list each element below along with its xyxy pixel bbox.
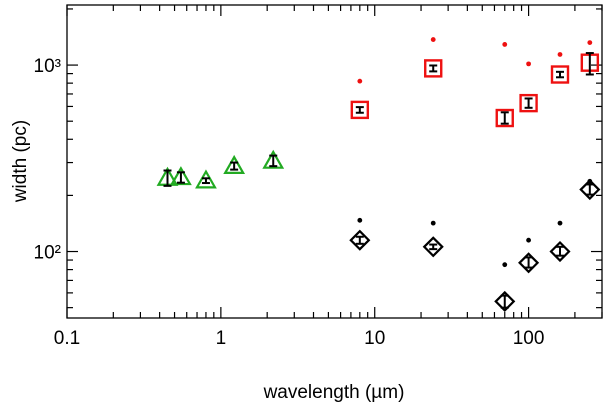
black-dot-point: [526, 237, 531, 243]
red-dot-point: [526, 61, 531, 67]
black-dot-point: [557, 220, 563, 226]
error-bar: [555, 245, 564, 257]
diamond-point: [422, 236, 444, 258]
black-dot-point: [587, 178, 593, 184]
square-point: [424, 59, 443, 78]
error-bar: [500, 294, 509, 309]
x-tick-label: 10: [364, 328, 385, 349]
error-bar: [555, 70, 564, 79]
black-dot-point: [430, 220, 436, 226]
tick-labels: 0.1 1 10 100 10² 10³: [34, 56, 545, 349]
triangle-point: [170, 166, 192, 186]
error-bar: [429, 243, 438, 251]
error-bar: [524, 97, 533, 109]
triangle-point: [223, 154, 246, 175]
plot-frame: [66, 4, 603, 319]
y-axis-title: width (pc): [10, 120, 31, 203]
x-tick-label: 1: [216, 328, 227, 349]
square-point: [519, 93, 538, 113]
red-dot-point: [430, 37, 436, 42]
error-bar: [176, 171, 185, 184]
axis-ticks: [66, 5, 603, 318]
data-marks: [156, 37, 601, 312]
error-bar: [524, 256, 533, 269]
diamond-point: [494, 290, 516, 312]
y-tick-label: 10²: [34, 243, 61, 264]
diamond-point: [518, 252, 540, 274]
square-point: [350, 100, 370, 120]
error-bar: [355, 106, 364, 114]
error-bar: [585, 183, 594, 196]
diamond-point: [349, 229, 371, 251]
error-bar: [429, 64, 438, 73]
black-dot-point: [357, 217, 363, 223]
y-tick-label: 10³: [34, 56, 61, 77]
black-dot-point: [502, 262, 508, 268]
red-dot-point: [357, 78, 363, 84]
x-tick-label: 100: [513, 328, 545, 349]
x-tick-label: 0.1: [54, 328, 80, 349]
triangle-point: [262, 149, 285, 169]
error-bar: [355, 235, 364, 245]
error-bar: [269, 154, 278, 168]
red-dot-point: [502, 42, 508, 47]
x-axis-title: wavelength (µm): [263, 382, 405, 403]
red-dot-point: [587, 40, 593, 45]
square-point: [495, 108, 514, 128]
error-bar: [500, 111, 509, 125]
error-bar: [585, 52, 594, 76]
square-point: [550, 65, 570, 84]
error-bar: [163, 169, 172, 187]
diamond-point: [579, 178, 601, 201]
error-bar: [201, 177, 210, 185]
triangle-point: [195, 169, 217, 189]
diamond-point: [549, 240, 571, 263]
error-bar: [230, 161, 239, 171]
red-dot-point: [557, 52, 563, 57]
